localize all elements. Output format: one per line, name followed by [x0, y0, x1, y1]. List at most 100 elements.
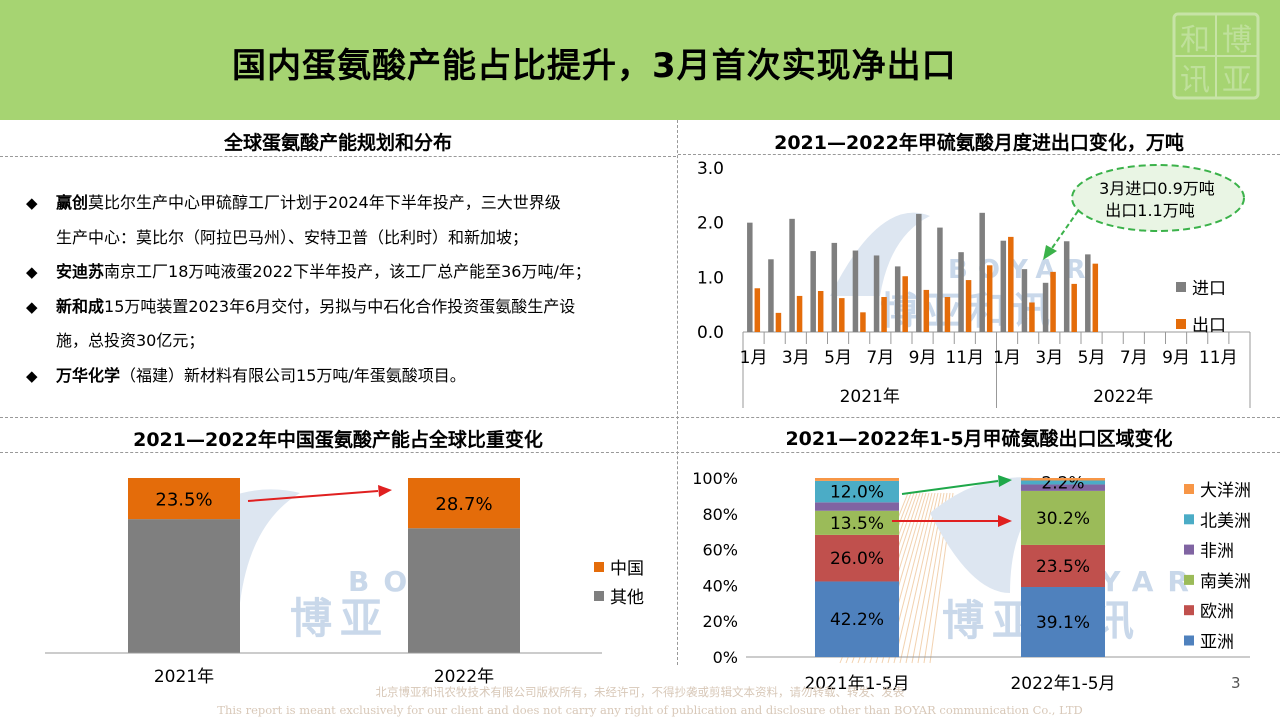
legend-swatch — [1184, 514, 1194, 525]
export-bar — [965, 280, 972, 332]
import-bar — [873, 255, 880, 332]
annotation-line-2: 出口1.1万吨 — [1105, 201, 1194, 220]
x-tick-label: 11月 — [1199, 348, 1238, 368]
legend-swatch — [1184, 574, 1194, 585]
legend-label: 亚洲 — [1200, 633, 1234, 653]
x-tick-label: 7月 — [1120, 348, 1148, 368]
y-tick-label: 0.0 — [697, 323, 724, 343]
china-share-label: 23.5% — [155, 490, 212, 511]
legend-other-swatch — [594, 591, 604, 601]
svg-text:讯: 讯 — [1180, 63, 1210, 98]
diamond-bullet-icon: ◆ — [26, 263, 38, 281]
import-bar — [1021, 269, 1028, 332]
bottom-left-panel-title: 2021—2022年中国蛋氨酸产能占全球比重变化 — [133, 429, 543, 451]
bullet-text: 15万吨装置2023年6月交付，另拟与中石化合作投资蛋氨酸生产设 — [104, 296, 576, 316]
x-tick-label: 3月 — [782, 348, 810, 368]
copyright-cn: 北京博亚和讯农牧技术有限公司版权所有，未经许可，不得抄袭或剪辑文本资料，请勿转载… — [375, 685, 905, 699]
import-bar — [1085, 254, 1091, 332]
stack-segment — [1021, 484, 1105, 491]
legend-label: 北美洲 — [1200, 511, 1251, 531]
import-bar — [916, 213, 922, 332]
svg-text:博: 博 — [1222, 23, 1252, 58]
import-bar — [1042, 282, 1049, 332]
china-bar-segment — [408, 478, 520, 529]
page-number: 3 — [1231, 674, 1241, 692]
y-tick-label: 80% — [702, 505, 738, 524]
legend-label: 非洲 — [1200, 542, 1234, 562]
annotation-line-1: 3月进口0.9万吨 — [1099, 179, 1215, 198]
company-name: 新和成 — [56, 296, 105, 316]
company-name: 赢创 — [56, 193, 89, 212]
legend-import-swatch — [1176, 282, 1186, 292]
bullet-wanhua: ◆ 万华化学（福建）新材料有限公司15万吨/年蛋氨酸项目。 — [26, 359, 656, 394]
import-bar — [937, 227, 943, 332]
company-name: 安迪苏 — [56, 262, 105, 281]
trend-arrow-head — [378, 485, 392, 497]
import-bar — [894, 266, 901, 332]
copyright-en: This report is meant exclusively for our… — [217, 703, 1083, 717]
other-bar-segment — [128, 519, 240, 653]
header-bar: 国内蛋氨酸产能占比提升，3月首次实现净出口 和 博 讯 亚 — [0, 0, 1280, 120]
legend-china-swatch — [594, 562, 604, 572]
x-category-label: 2022年 — [434, 667, 494, 687]
group-label: 2021年 — [840, 387, 900, 407]
diamond-bullet-icon: ◆ — [26, 194, 38, 212]
monthly-import-export-chart: BOYAR 博亚和讯 0.0 1.0 2.0 3.0 1月 3月 5月 7月 9月 11月 1月 3月 5月… — [697, 159, 1251, 408]
trend-arrow-red-head — [998, 515, 1012, 527]
export-bar — [839, 298, 845, 332]
bottom-title-divider — [0, 452, 1280, 453]
export-bar — [1008, 236, 1014, 332]
x-category-label: 2021年1-5月 — [804, 674, 909, 693]
watermark-chinese: 博亚和讯 — [880, 289, 1056, 333]
export-bar — [1092, 263, 1099, 332]
stack-segment — [1021, 544, 1105, 588]
import-bar — [852, 250, 859, 332]
stack-segment — [815, 502, 899, 511]
vertical-divider — [677, 120, 678, 665]
stack-segment — [1021, 480, 1105, 485]
x-category-label: 2021年 — [154, 667, 214, 687]
import-bar — [747, 222, 753, 332]
export-bar — [860, 312, 866, 332]
legend-other-label: 其他 — [610, 588, 644, 608]
legend-swatch — [1184, 635, 1194, 646]
x-tick-label: 11月 — [945, 348, 984, 368]
export-bar — [881, 297, 887, 332]
y-tick-label: 40% — [702, 576, 738, 595]
y-tick-label: 0% — [713, 648, 738, 667]
x-tick-label: 5月 — [1078, 348, 1106, 368]
group-label: 2022年 — [1093, 387, 1153, 407]
import-bar — [810, 251, 816, 332]
trend-arrow-green-head — [998, 475, 1012, 487]
x-tick-label: 1月 — [740, 348, 768, 368]
diamond-bullet-icon: ◆ — [26, 297, 38, 316]
stack-segment — [815, 480, 899, 503]
import-bar — [789, 218, 795, 332]
legend-label: 南美洲 — [1200, 572, 1251, 592]
import-bar — [1000, 240, 1007, 332]
middle-divider — [0, 417, 1280, 418]
stack-segment — [1021, 478, 1105, 481]
diamond-bullet-icon: ◆ — [26, 366, 38, 385]
x-tick-label: 9月 — [909, 348, 937, 368]
bottom-right-panel-title: 2021—2022年1-5月甲硫氨酸出口区域变化 — [785, 428, 1173, 450]
export-bar — [944, 297, 951, 332]
x-tick-label: 9月 — [1162, 348, 1190, 368]
capacity-bullet-list: ◆ 赢创莫比尔生产中心甲硫醇工厂计划于2024年下半年投产，三大世界级 生产中心… — [26, 186, 656, 393]
segment-label: 30.2% — [1036, 509, 1090, 529]
china-bar-segment — [128, 478, 240, 520]
svg-text:亚: 亚 — [1222, 63, 1252, 98]
export-bar — [902, 276, 908, 332]
bullet-text: 莫比尔生产中心甲硫醇工厂计划于2024年下半年投产，三大世界级 — [88, 193, 561, 212]
segment-label: 39.1% — [1036, 613, 1090, 633]
top-right-title-divider — [678, 154, 1280, 155]
export-region-chart: BOYAR博亚和讯0%20%40%60%80%100%42.2%26.0%13.… — [692, 469, 1251, 693]
top-left-panel-title: 全球蛋氨酸产能规划和分布 — [223, 132, 452, 154]
export-bar — [1071, 283, 1077, 332]
import-bar — [831, 242, 838, 332]
export-bar — [1029, 302, 1035, 332]
segment-label: 42.2% — [830, 610, 884, 630]
x-tick-label: 1月 — [993, 348, 1021, 368]
segment-label: 13.5% — [830, 514, 884, 534]
bullet-adisseo: ◆ 安迪苏南京工厂18万吨液蛋2022下半年投产，该工厂总产能至36万吨/年； — [26, 255, 656, 290]
